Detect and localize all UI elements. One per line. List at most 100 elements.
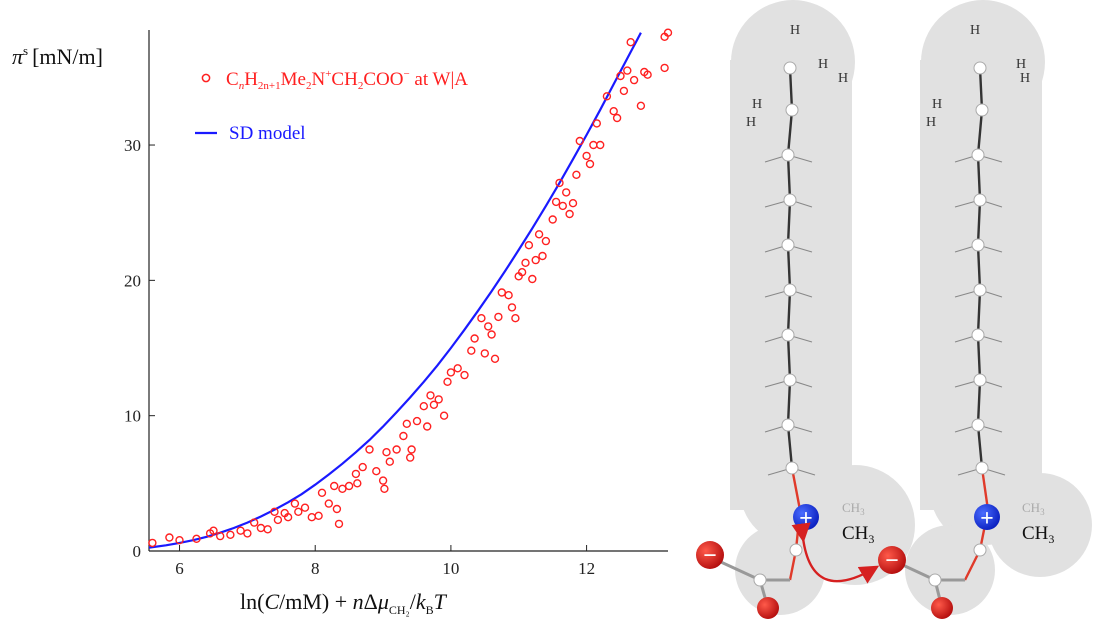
data-point — [663, 28, 673, 37]
data-point — [406, 453, 415, 462]
data-point — [270, 507, 279, 516]
methyl-label-faint-left: CH3 — [842, 500, 865, 517]
data-point — [317, 488, 327, 497]
plus-sign-right: + — [980, 506, 994, 532]
data-point — [263, 525, 272, 534]
svg-text:H: H — [746, 115, 756, 130]
data-point — [636, 101, 646, 111]
data-point — [426, 391, 435, 400]
svg-text:H: H — [752, 97, 762, 112]
data-point — [243, 529, 252, 538]
data-point — [568, 198, 578, 208]
data-point — [351, 469, 361, 479]
data-point — [470, 334, 479, 343]
data-point — [256, 523, 266, 533]
data-point — [643, 70, 652, 79]
data-point — [612, 113, 622, 123]
data-point — [365, 445, 374, 454]
data-point — [192, 534, 201, 543]
data-point — [524, 240, 534, 250]
data-point — [589, 140, 598, 150]
data-point — [353, 479, 362, 488]
data-point — [382, 448, 391, 457]
data-point — [334, 519, 344, 529]
data-point — [575, 136, 584, 146]
data-point — [531, 255, 540, 265]
data-point — [215, 531, 225, 541]
data-point — [380, 484, 389, 493]
data-point — [555, 178, 564, 188]
data-point — [175, 536, 184, 545]
data-point — [402, 419, 411, 428]
svg-text:H: H — [926, 115, 936, 130]
data-point — [412, 416, 422, 426]
y-tick-label: 30 — [124, 136, 141, 155]
surfactant-diagram: H H H H H + CH3 CH3 − — [696, 0, 1092, 619]
data-point — [429, 400, 439, 409]
data-point — [551, 197, 561, 207]
data-point — [548, 215, 557, 224]
data-point — [558, 201, 567, 211]
data-point — [338, 484, 347, 493]
molecule-envelope-left — [730, 0, 915, 615]
legend-label-experimental: CnH2n+1Me2N+CH2COO− at W|A — [226, 68, 468, 92]
data-point — [419, 402, 428, 411]
data-point — [236, 526, 245, 535]
data-point — [626, 38, 635, 47]
data-point — [490, 354, 500, 363]
data-point — [572, 170, 581, 180]
x-tick-label: 12 — [578, 559, 595, 578]
data-point — [585, 159, 595, 169]
data-point — [562, 188, 571, 197]
data-point — [504, 291, 513, 300]
data-point — [497, 288, 506, 297]
legend-label-model: SD model — [229, 123, 306, 144]
data-point — [517, 268, 527, 277]
methyl-label-faint-right: CH3 — [1022, 500, 1045, 517]
data-point — [399, 431, 408, 441]
data-point — [314, 511, 323, 520]
carbonyl-oxygen-left — [757, 597, 779, 619]
data-point — [616, 71, 625, 81]
molecule-envelope-right — [905, 0, 1092, 615]
data-point — [332, 504, 342, 514]
x-ticks: 6 8 10 12 — [175, 545, 595, 578]
data-point — [372, 467, 381, 476]
y-tick-label: 10 — [124, 407, 141, 426]
y-tick-label: 20 — [124, 271, 141, 290]
svg-text:H: H — [1016, 57, 1026, 72]
svg-text:H: H — [1020, 71, 1030, 86]
data-point — [290, 499, 300, 508]
x-tick-label: 8 — [311, 559, 320, 578]
data-point — [565, 209, 574, 219]
legend: CnH2n+1Me2N+CH2COO− at W|A SD model — [195, 68, 468, 144]
plus-sign-left: + — [799, 506, 813, 532]
data-point — [344, 481, 354, 491]
data-point — [538, 251, 547, 261]
data-point — [596, 140, 605, 150]
data-point — [484, 322, 493, 331]
data-point — [283, 513, 293, 522]
carbonyl-oxygen-right — [931, 597, 953, 619]
data-point — [477, 314, 486, 323]
data-point — [534, 230, 544, 239]
experimental-points — [148, 28, 673, 548]
data-point — [602, 92, 612, 101]
data-point — [592, 119, 601, 128]
methyl-label-right: CH3 — [1022, 523, 1054, 546]
data-point — [358, 462, 367, 472]
data-point — [453, 364, 462, 373]
data-point — [385, 457, 394, 466]
data-point — [249, 518, 259, 527]
interaction-arrow — [791, 522, 880, 584]
data-point — [165, 533, 174, 542]
x-tick-label: 6 — [175, 559, 184, 578]
svg-text:H: H — [818, 57, 828, 72]
data-point — [392, 445, 401, 454]
svg-text:H: H — [790, 23, 800, 38]
carboxylate-anion-left — [696, 541, 724, 569]
data-point — [619, 86, 629, 96]
legend-marker-experimental — [201, 73, 211, 83]
data-point — [443, 377, 452, 386]
data-point — [439, 411, 449, 420]
